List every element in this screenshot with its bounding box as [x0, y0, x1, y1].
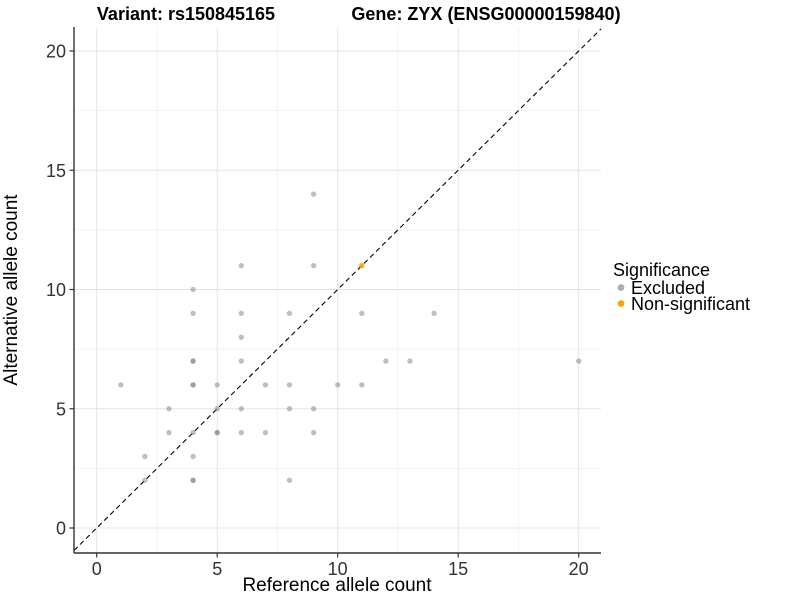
- data-point: [286, 477, 293, 483]
- data-point: [238, 310, 244, 317]
- data-point: [286, 406, 293, 412]
- data-point: [190, 358, 196, 364]
- data-point: [262, 429, 269, 436]
- x-tick-label: 5: [212, 559, 222, 579]
- data-point: [142, 477, 148, 483]
- x-tick-label: 20: [569, 559, 589, 579]
- data-point: [142, 453, 148, 460]
- major-gridlines: [74, 27, 601, 553]
- legend-title: Significance: [613, 260, 710, 280]
- data-point: [238, 262, 244, 269]
- data-point: [310, 406, 317, 412]
- data-point: [359, 262, 365, 269]
- data-point: [262, 382, 269, 388]
- x-tick-label: 0: [92, 559, 102, 579]
- legend-nonsignificant-swatch: [617, 300, 625, 307]
- data-point: [166, 406, 172, 412]
- data-point: [335, 382, 341, 388]
- data-point: [190, 453, 196, 460]
- data-point: [190, 310, 196, 317]
- axis-tick-labels: 0 5 10 15 20 0 5 10 15 20: [46, 42, 589, 580]
- y-tick-label: 0: [56, 519, 66, 539]
- data-point: [359, 382, 365, 388]
- data-point: [286, 382, 293, 388]
- x-axis-title: Reference allele count: [242, 575, 432, 596]
- gene-title: Gene: ZYX (ENSG00000159840): [351, 4, 620, 24]
- legend: Significance Excluded Non-significant: [613, 260, 750, 314]
- variant-title: Variant: rs150845165: [97, 4, 275, 24]
- data-point: [310, 262, 317, 269]
- data-point: [214, 406, 220, 412]
- data-point: [190, 477, 196, 483]
- data-point: [214, 429, 220, 436]
- y-axis-title: Alternative allele count: [1, 194, 22, 386]
- x-tick-label: 15: [448, 559, 468, 579]
- axis-ticks: [69, 50, 580, 558]
- data-point: [214, 382, 220, 388]
- data-point: [407, 358, 413, 364]
- data-point: [190, 382, 196, 388]
- x-tick-label: 10: [328, 559, 348, 579]
- data-point: [118, 382, 124, 388]
- data-point: [310, 191, 317, 197]
- data-point: [190, 429, 196, 436]
- data-point: [238, 406, 244, 412]
- data-point: [190, 286, 196, 293]
- data-point: [238, 429, 244, 436]
- data-point: [383, 358, 389, 364]
- legend-nonsignificant-label: Non-significant: [631, 294, 750, 314]
- identity-dashed-line: [73, 28, 602, 551]
- data-point: [431, 310, 437, 317]
- y-tick-label: 20: [46, 42, 66, 62]
- data-point: [310, 429, 317, 436]
- data-point: [238, 334, 244, 340]
- legend-excluded-label: Excluded: [631, 278, 705, 298]
- y-tick-label: 5: [56, 399, 66, 419]
- data-point: [359, 310, 365, 317]
- data-point: [286, 310, 293, 317]
- data-point: [166, 429, 172, 436]
- legend-excluded-swatch: [617, 284, 625, 291]
- y-tick-label: 15: [46, 161, 66, 181]
- data-point: [576, 358, 582, 364]
- data-point: [238, 358, 244, 364]
- data-points: [118, 191, 582, 483]
- y-tick-label: 10: [46, 280, 66, 300]
